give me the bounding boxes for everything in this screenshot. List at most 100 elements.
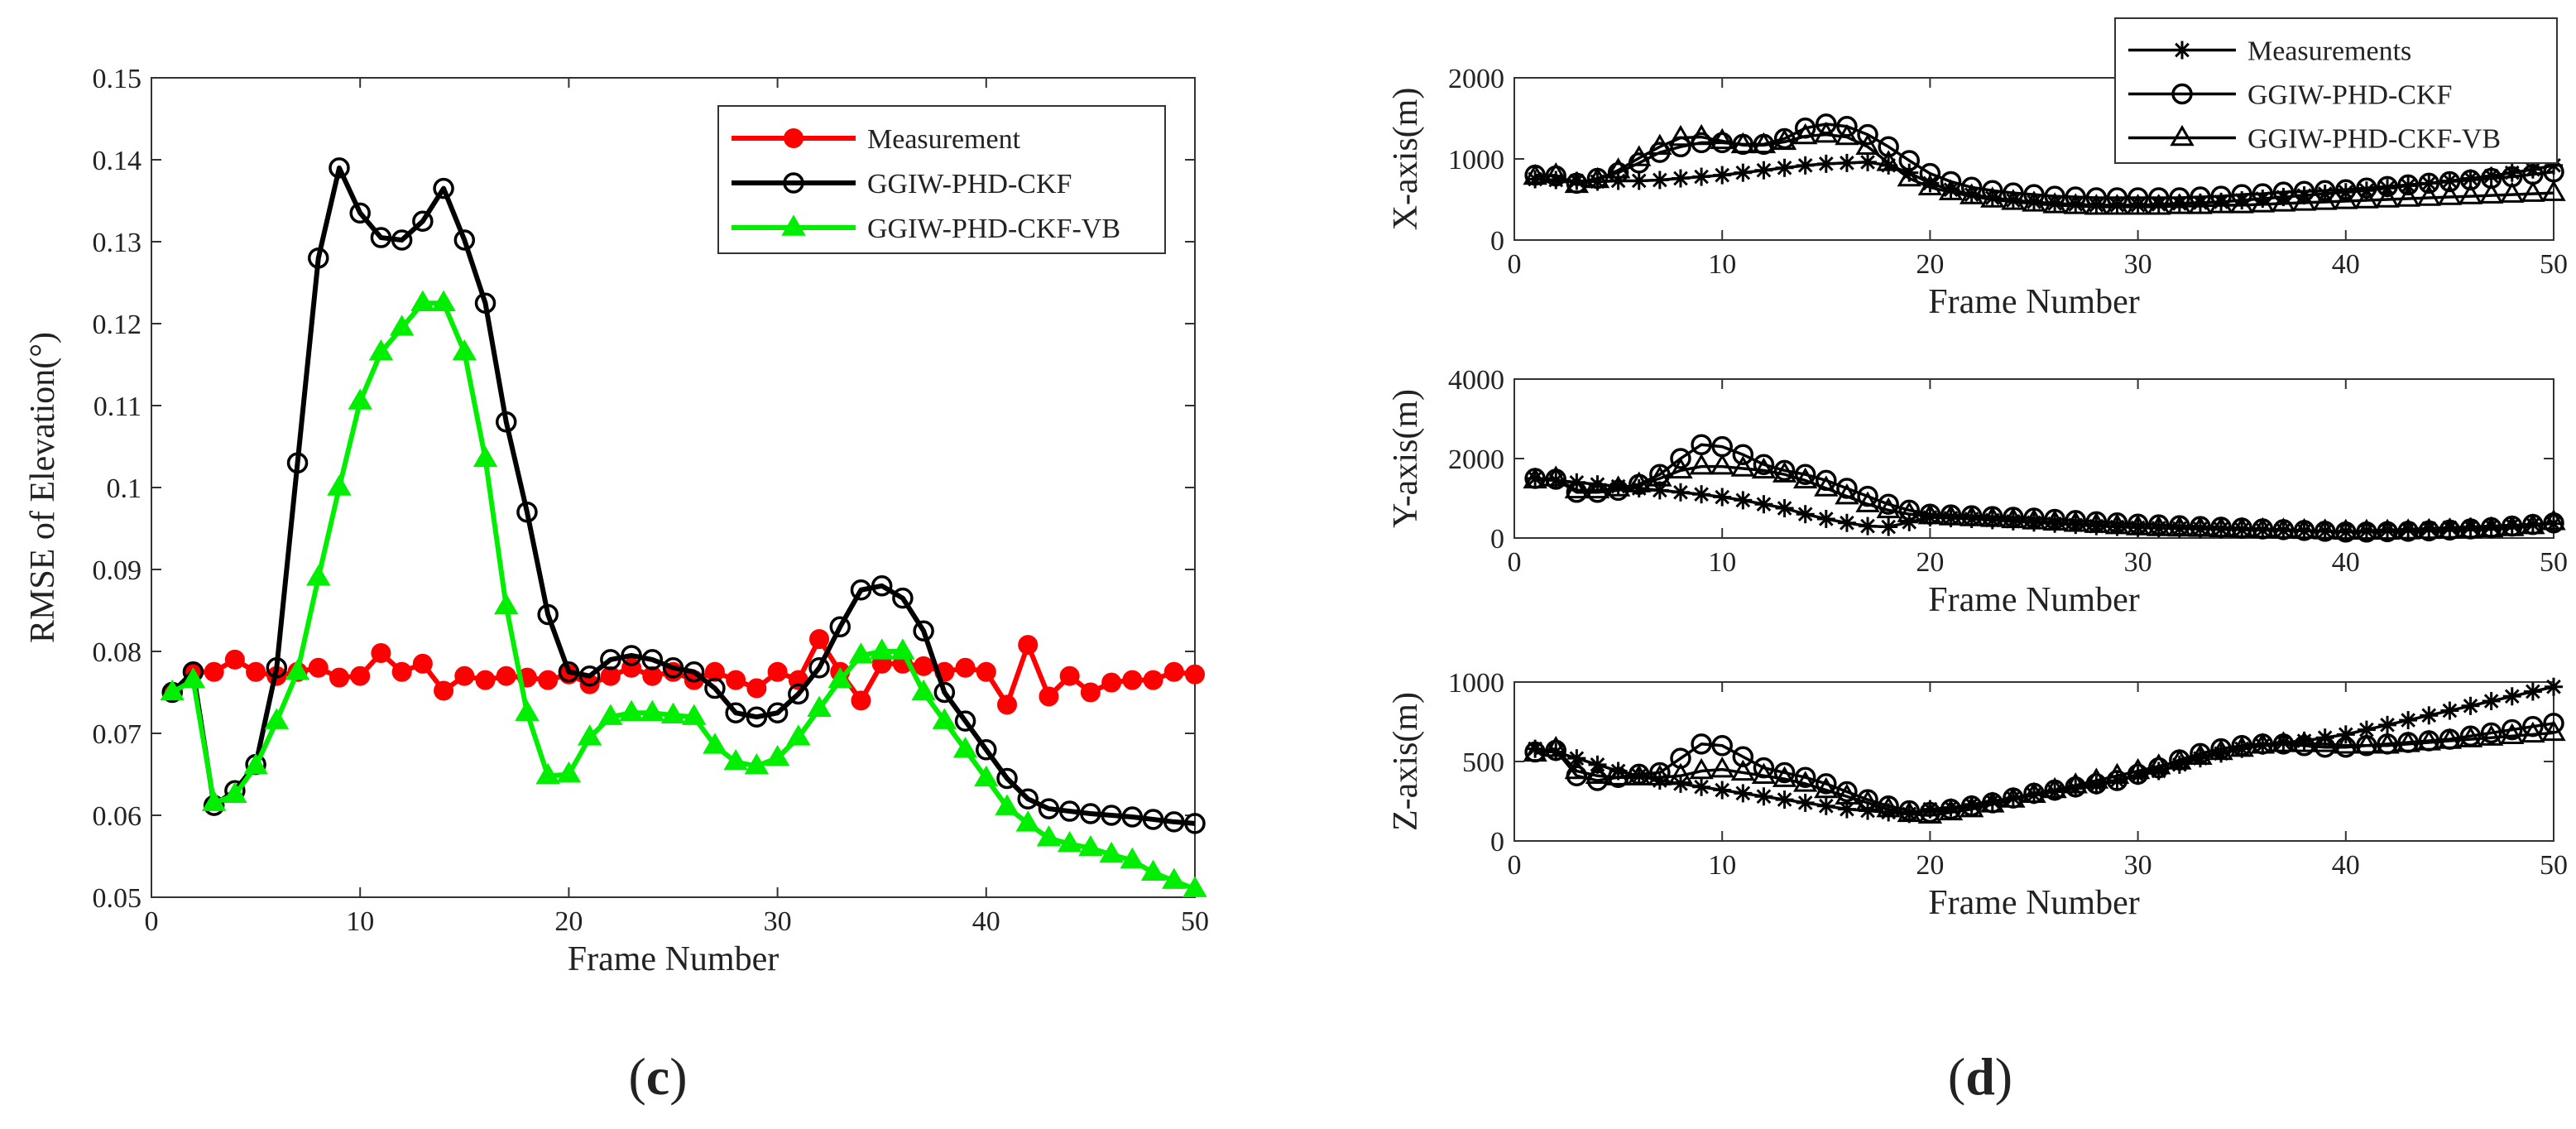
data-point — [2541, 180, 2566, 201]
data-point — [829, 616, 851, 638]
data-point — [2022, 190, 2046, 212]
data-point — [642, 665, 663, 686]
y-axis-label: Y-axis(m) — [1387, 389, 1425, 528]
series-line — [1534, 464, 2554, 534]
series-line — [1534, 731, 2554, 818]
x-tick-label: 0 — [1508, 547, 1522, 578]
data-point — [1586, 482, 1609, 503]
legend-entry-label: Measurements — [2247, 36, 2411, 67]
y-tick-label: 0.1 — [107, 473, 142, 504]
data-point — [996, 767, 1018, 790]
data-point — [1772, 766, 1797, 787]
data-point — [1648, 764, 1672, 785]
data-point — [2437, 728, 2463, 749]
data-point — [1564, 477, 1590, 499]
data-point — [370, 227, 392, 248]
data-point — [1775, 158, 1794, 177]
data-point — [892, 587, 914, 609]
data-point — [746, 678, 767, 699]
data-point — [1036, 825, 1062, 847]
data-point — [475, 670, 496, 690]
data-point — [1543, 161, 1568, 184]
series-ggiw-phd-ckf-vb — [1523, 719, 2566, 824]
data-point — [1730, 132, 1756, 154]
data-point — [1816, 773, 1837, 795]
data-point — [1523, 163, 1547, 185]
data-point — [2167, 193, 2192, 214]
data-point — [1059, 665, 1080, 686]
data-point — [2022, 508, 2046, 530]
data-point — [1163, 661, 1184, 682]
data-point — [1792, 467, 1818, 489]
data-point — [2416, 517, 2441, 540]
data-point — [786, 724, 811, 746]
data-point — [1751, 132, 1777, 154]
x-axis-label: Frame Number — [568, 940, 779, 978]
legend-marker — [2170, 124, 2195, 147]
data-point — [2458, 183, 2483, 204]
data-point — [1835, 783, 1859, 805]
data-point — [1835, 483, 1859, 505]
data-point — [2439, 171, 2461, 193]
data-point — [2188, 743, 2213, 765]
y-tick-label: 0.13 — [93, 228, 142, 258]
data-point — [556, 761, 582, 783]
x-tick-label: 0 — [145, 906, 159, 937]
data-point — [1816, 509, 1835, 528]
data-point — [2063, 511, 2088, 532]
data-point — [473, 445, 498, 468]
data-point — [1792, 123, 1818, 145]
data-point — [1857, 123, 1878, 146]
y-tick-label: 0.12 — [93, 310, 142, 340]
data-point — [1122, 670, 1143, 690]
data-point — [1775, 499, 1794, 517]
data-point — [2250, 516, 2276, 539]
data-point — [767, 661, 788, 682]
data-point — [2250, 191, 2276, 213]
data-point — [746, 706, 768, 728]
data-point — [2378, 715, 2397, 734]
y-tick-label: 0.05 — [93, 883, 142, 914]
data-point — [2271, 190, 2296, 212]
data-point — [1917, 802, 1943, 824]
y-tick-label: 0.15 — [93, 64, 142, 94]
data-point — [2250, 733, 2276, 754]
data-point — [2084, 194, 2109, 215]
data-point — [1523, 740, 1547, 762]
y-tick-label: 0 — [1490, 524, 1504, 555]
data-point — [1670, 448, 1691, 469]
chart-panel-c: 0 10 20 30 40 50 0.05 0.06 0.07 0.08 0.09 0.1 0.11 0.… — [24, 64, 1209, 978]
data-point — [744, 752, 770, 775]
data-point — [538, 670, 559, 690]
data-point — [1668, 124, 1693, 147]
data-point — [1143, 670, 1163, 690]
data-point — [1938, 799, 1964, 821]
data-point — [1959, 505, 1984, 526]
data-point — [1099, 841, 1124, 863]
data-point — [1732, 746, 1754, 767]
data-point — [2147, 753, 2171, 775]
data-point — [1058, 800, 1081, 822]
data-point — [329, 157, 350, 179]
data-point — [932, 708, 957, 729]
x-tick-label: 30 — [2124, 850, 2152, 881]
data-point — [2312, 189, 2338, 210]
y-tick-label: 0.11 — [94, 392, 142, 422]
data-point — [1980, 791, 2005, 813]
y-tick-label: 0.07 — [93, 719, 142, 750]
data-point — [955, 657, 976, 678]
data-point — [2147, 194, 2171, 215]
data-point — [223, 781, 247, 803]
series-ggiw-phd-ckf-vb — [160, 290, 1207, 897]
data-point — [389, 315, 415, 336]
data-point — [2291, 190, 2317, 211]
data-point — [600, 665, 621, 686]
x-tick-label: 10 — [1708, 547, 1736, 578]
data-point — [1627, 764, 1652, 785]
data-point — [807, 695, 832, 718]
panel-label-d: (d) — [1948, 1047, 2012, 1106]
data-point — [2063, 193, 2088, 214]
data-point — [285, 659, 310, 680]
data-point — [1564, 757, 1590, 780]
